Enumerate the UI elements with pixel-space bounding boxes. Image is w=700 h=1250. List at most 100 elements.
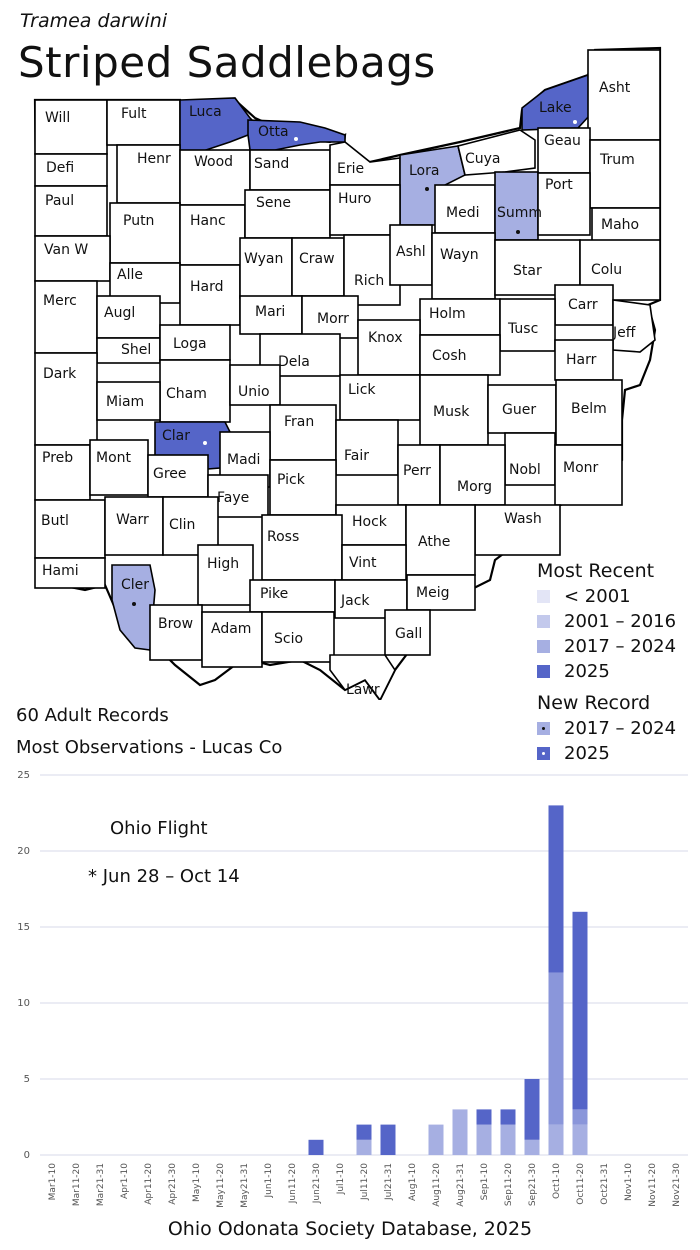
county-butl bbox=[34, 499, 106, 559]
x-tick-label: Apr21-30 bbox=[168, 1163, 178, 1205]
county-label: Port bbox=[545, 177, 573, 193]
county-label: Vint bbox=[349, 555, 377, 571]
county-label: Dela bbox=[278, 354, 310, 370]
x-tick-label: Oct21-31 bbox=[600, 1163, 610, 1205]
county-label: Tusc bbox=[507, 321, 538, 337]
county-port bbox=[537, 172, 591, 236]
bar-segment bbox=[308, 1139, 324, 1155]
county-label: Clin bbox=[169, 517, 195, 533]
x-tick-label: Jun21-30 bbox=[312, 1163, 322, 1204]
x-tick-label: Nov21-30 bbox=[672, 1163, 682, 1207]
county-label: Sand bbox=[254, 156, 289, 172]
county-label: Augl bbox=[104, 305, 135, 321]
county-harr bbox=[554, 339, 614, 381]
county-label: Unio bbox=[238, 384, 270, 400]
county-label: Carr bbox=[568, 297, 598, 313]
county-label: Sene bbox=[256, 195, 291, 211]
county-label: Cham bbox=[166, 386, 207, 402]
x-tick-label: Oct1-10 bbox=[552, 1163, 562, 1199]
county-label: Dark bbox=[43, 366, 77, 382]
county-label: Athe bbox=[418, 534, 450, 550]
county-label: Merc bbox=[43, 293, 77, 309]
county-label: Pike bbox=[260, 586, 288, 602]
county-label: Madi bbox=[227, 452, 260, 468]
county-vint bbox=[341, 544, 407, 581]
county-warr bbox=[104, 496, 164, 556]
county-morr bbox=[301, 295, 359, 339]
county-scio bbox=[261, 611, 335, 663]
county-label: Faye bbox=[217, 490, 249, 506]
county-lick bbox=[339, 374, 421, 421]
county-label: High bbox=[207, 556, 239, 572]
county-knox bbox=[357, 319, 421, 376]
county-label: Gall bbox=[395, 626, 422, 642]
county-fult bbox=[106, 99, 181, 146]
county-label: Morr bbox=[317, 311, 349, 327]
bar-segment bbox=[524, 1139, 540, 1155]
county-meig bbox=[406, 574, 476, 611]
county-label: Ashl bbox=[396, 244, 426, 260]
county-perr bbox=[397, 444, 441, 506]
county-grid bbox=[34, 49, 661, 700]
county-label: Colu bbox=[591, 262, 622, 278]
legend-item: 2017 – 2024 bbox=[537, 716, 676, 741]
y-tick-label: 10 bbox=[17, 998, 30, 1009]
legend-item: 2025 bbox=[537, 741, 676, 766]
county-wash bbox=[474, 504, 561, 556]
county-label: Henr bbox=[137, 151, 171, 167]
y-tick-label: 25 bbox=[17, 770, 30, 781]
legend-swatch bbox=[537, 615, 550, 628]
bar-segment bbox=[572, 911, 588, 1110]
x-tick-label: May11-20 bbox=[216, 1163, 226, 1208]
x-tick-label: Aug21-31 bbox=[456, 1163, 466, 1207]
county-pike bbox=[249, 579, 336, 613]
county-label: Luca bbox=[189, 104, 222, 120]
legend-label: 2025 bbox=[564, 661, 610, 682]
legend-label: < 2001 bbox=[564, 586, 631, 607]
county-belm bbox=[555, 379, 623, 446]
x-tick-label: Apr11-20 bbox=[144, 1163, 154, 1205]
county-label: Shel bbox=[121, 342, 151, 358]
county-label: Defi bbox=[46, 160, 74, 176]
y-tick-label: 0 bbox=[24, 1150, 30, 1161]
county-mont bbox=[89, 439, 149, 496]
bar-segment bbox=[572, 1124, 588, 1155]
chart-bars bbox=[308, 805, 588, 1155]
county-label: Lawr bbox=[346, 682, 380, 698]
county-label: Otta bbox=[258, 124, 289, 140]
county-label: Cuya bbox=[465, 151, 501, 167]
county-label: Asht bbox=[599, 80, 631, 96]
x-tick-label: Aug11-20 bbox=[432, 1163, 442, 1207]
county-label: Jack bbox=[340, 593, 370, 609]
county-label: Wyan bbox=[244, 251, 283, 267]
county-label: Meig bbox=[416, 585, 449, 601]
county-labels: Will Fult Luca Otta Wood Sand Erie Lora … bbox=[41, 80, 639, 698]
county-label: Monr bbox=[563, 460, 599, 476]
bar-segment bbox=[548, 972, 564, 1125]
source-credit: Ohio Odonata Society Database, 2025 bbox=[167, 1218, 533, 1240]
county-label: Van W bbox=[44, 242, 88, 258]
new-record-dot-clar bbox=[203, 441, 207, 445]
county-guer bbox=[487, 384, 557, 434]
legend-item: < 2001 bbox=[537, 584, 676, 609]
county-label: Harr bbox=[566, 352, 597, 368]
county-gall bbox=[384, 609, 431, 656]
bar-segment bbox=[428, 1124, 444, 1155]
flight-chart: 0 5 10 15 20 25 Mar1-10 Mar11-20 Mar21-31 Apr1-1… bbox=[17, 770, 688, 1208]
x-tick-label: Mar11-20 bbox=[72, 1163, 82, 1206]
county-monr bbox=[554, 444, 623, 506]
county-label: Ross bbox=[267, 529, 299, 545]
county-tusc bbox=[499, 298, 556, 352]
legend-swatch bbox=[537, 747, 550, 760]
bar-segment bbox=[356, 1139, 372, 1155]
county-morg bbox=[439, 444, 506, 506]
county-label: Morg bbox=[457, 479, 492, 495]
new-record-dot-summ bbox=[516, 230, 520, 234]
scientific-name: Tramea darwini bbox=[20, 10, 168, 32]
legend-most-recent-title: Most Recent bbox=[537, 560, 655, 582]
county-label: Preb bbox=[42, 450, 73, 466]
county-label: Lora bbox=[409, 163, 439, 179]
county-shel bbox=[96, 337, 161, 364]
x-tick-label: Jul11-20 bbox=[360, 1163, 370, 1201]
county-label: Hard bbox=[190, 279, 224, 295]
